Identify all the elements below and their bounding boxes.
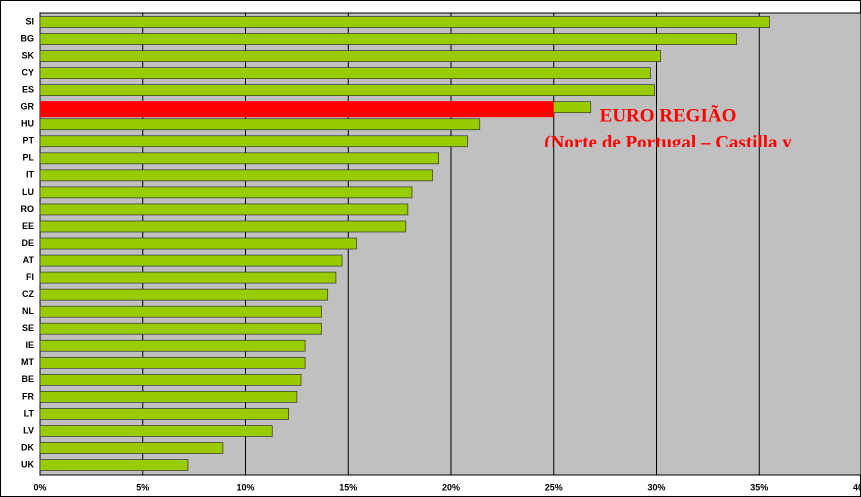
y-tick-label: GR (21, 102, 35, 112)
bar (39, 67, 651, 79)
y-tick-label: BE (21, 374, 34, 384)
y-tick-label: LU (22, 187, 34, 197)
y-tick-label: AT (23, 255, 35, 265)
y-tick-label: NL (22, 306, 34, 316)
bar (39, 339, 306, 352)
bar (39, 50, 661, 62)
x-tick-label: 10% (236, 482, 254, 492)
bar (39, 169, 433, 182)
y-tick-label: LT (24, 408, 35, 418)
bar (39, 33, 737, 45)
y-tick-label: DK (21, 442, 34, 452)
y-tick-label: DE (21, 238, 34, 248)
y-tick-label: SE (22, 323, 34, 333)
annotation-text: (Norte de Portugal – Castilla y (544, 132, 792, 153)
x-tick-label: 30% (647, 482, 665, 492)
y-tick-label: FR (22, 391, 34, 401)
y-tick-label: EE (22, 221, 34, 231)
bar (39, 135, 468, 148)
bar (39, 425, 273, 437)
x-tick-label: 25% (545, 482, 563, 492)
bar (39, 152, 440, 165)
y-tick-label: PT (22, 136, 34, 146)
bar (39, 288, 329, 301)
bar (39, 16, 770, 28)
y-tick-label: CZ (22, 289, 34, 299)
y-tick-label: MT (21, 357, 34, 367)
bar (39, 408, 290, 420)
y-tick-label: SK (21, 50, 34, 60)
bar (39, 118, 481, 131)
y-tick-label: LV (23, 425, 34, 435)
y-tick-label: BG (21, 33, 35, 43)
y-tick-label: ES (22, 85, 34, 95)
x-tick-label: 20% (442, 482, 460, 492)
bar (39, 203, 409, 216)
x-tick-label: 5% (136, 482, 149, 492)
bar (39, 305, 322, 318)
y-tick-label: UK (21, 459, 34, 469)
bar (39, 356, 306, 369)
x-tick-label: 0% (33, 482, 46, 492)
bar (39, 322, 322, 335)
x-tick-label: 15% (339, 482, 357, 492)
y-tick-label: RO (21, 204, 35, 214)
x-tick-label: 40% (853, 482, 861, 492)
bar (39, 186, 413, 199)
highlight-bar (40, 101, 554, 118)
bar (39, 442, 224, 454)
y-tick-label: CY (21, 67, 34, 77)
bar (39, 459, 189, 471)
y-tick-label: IT (26, 170, 35, 180)
bar (39, 391, 298, 403)
annotation-text: EURO REGIÃO (600, 104, 737, 126)
y-tick-label: PL (22, 153, 34, 163)
y-tick-label: SI (25, 16, 34, 26)
bar (39, 237, 357, 250)
y-tick-label: FI (26, 272, 34, 282)
x-tick-label: 35% (750, 482, 768, 492)
bar (39, 271, 337, 284)
bar (39, 84, 655, 97)
bar (39, 373, 302, 386)
bar (39, 254, 343, 267)
annotation: EURO REGIÃO (Norte de Portugal – Castilla… (544, 104, 792, 153)
y-tick-label: HU (21, 119, 34, 129)
bar (39, 220, 407, 233)
y-tick-label: IE (25, 340, 34, 350)
